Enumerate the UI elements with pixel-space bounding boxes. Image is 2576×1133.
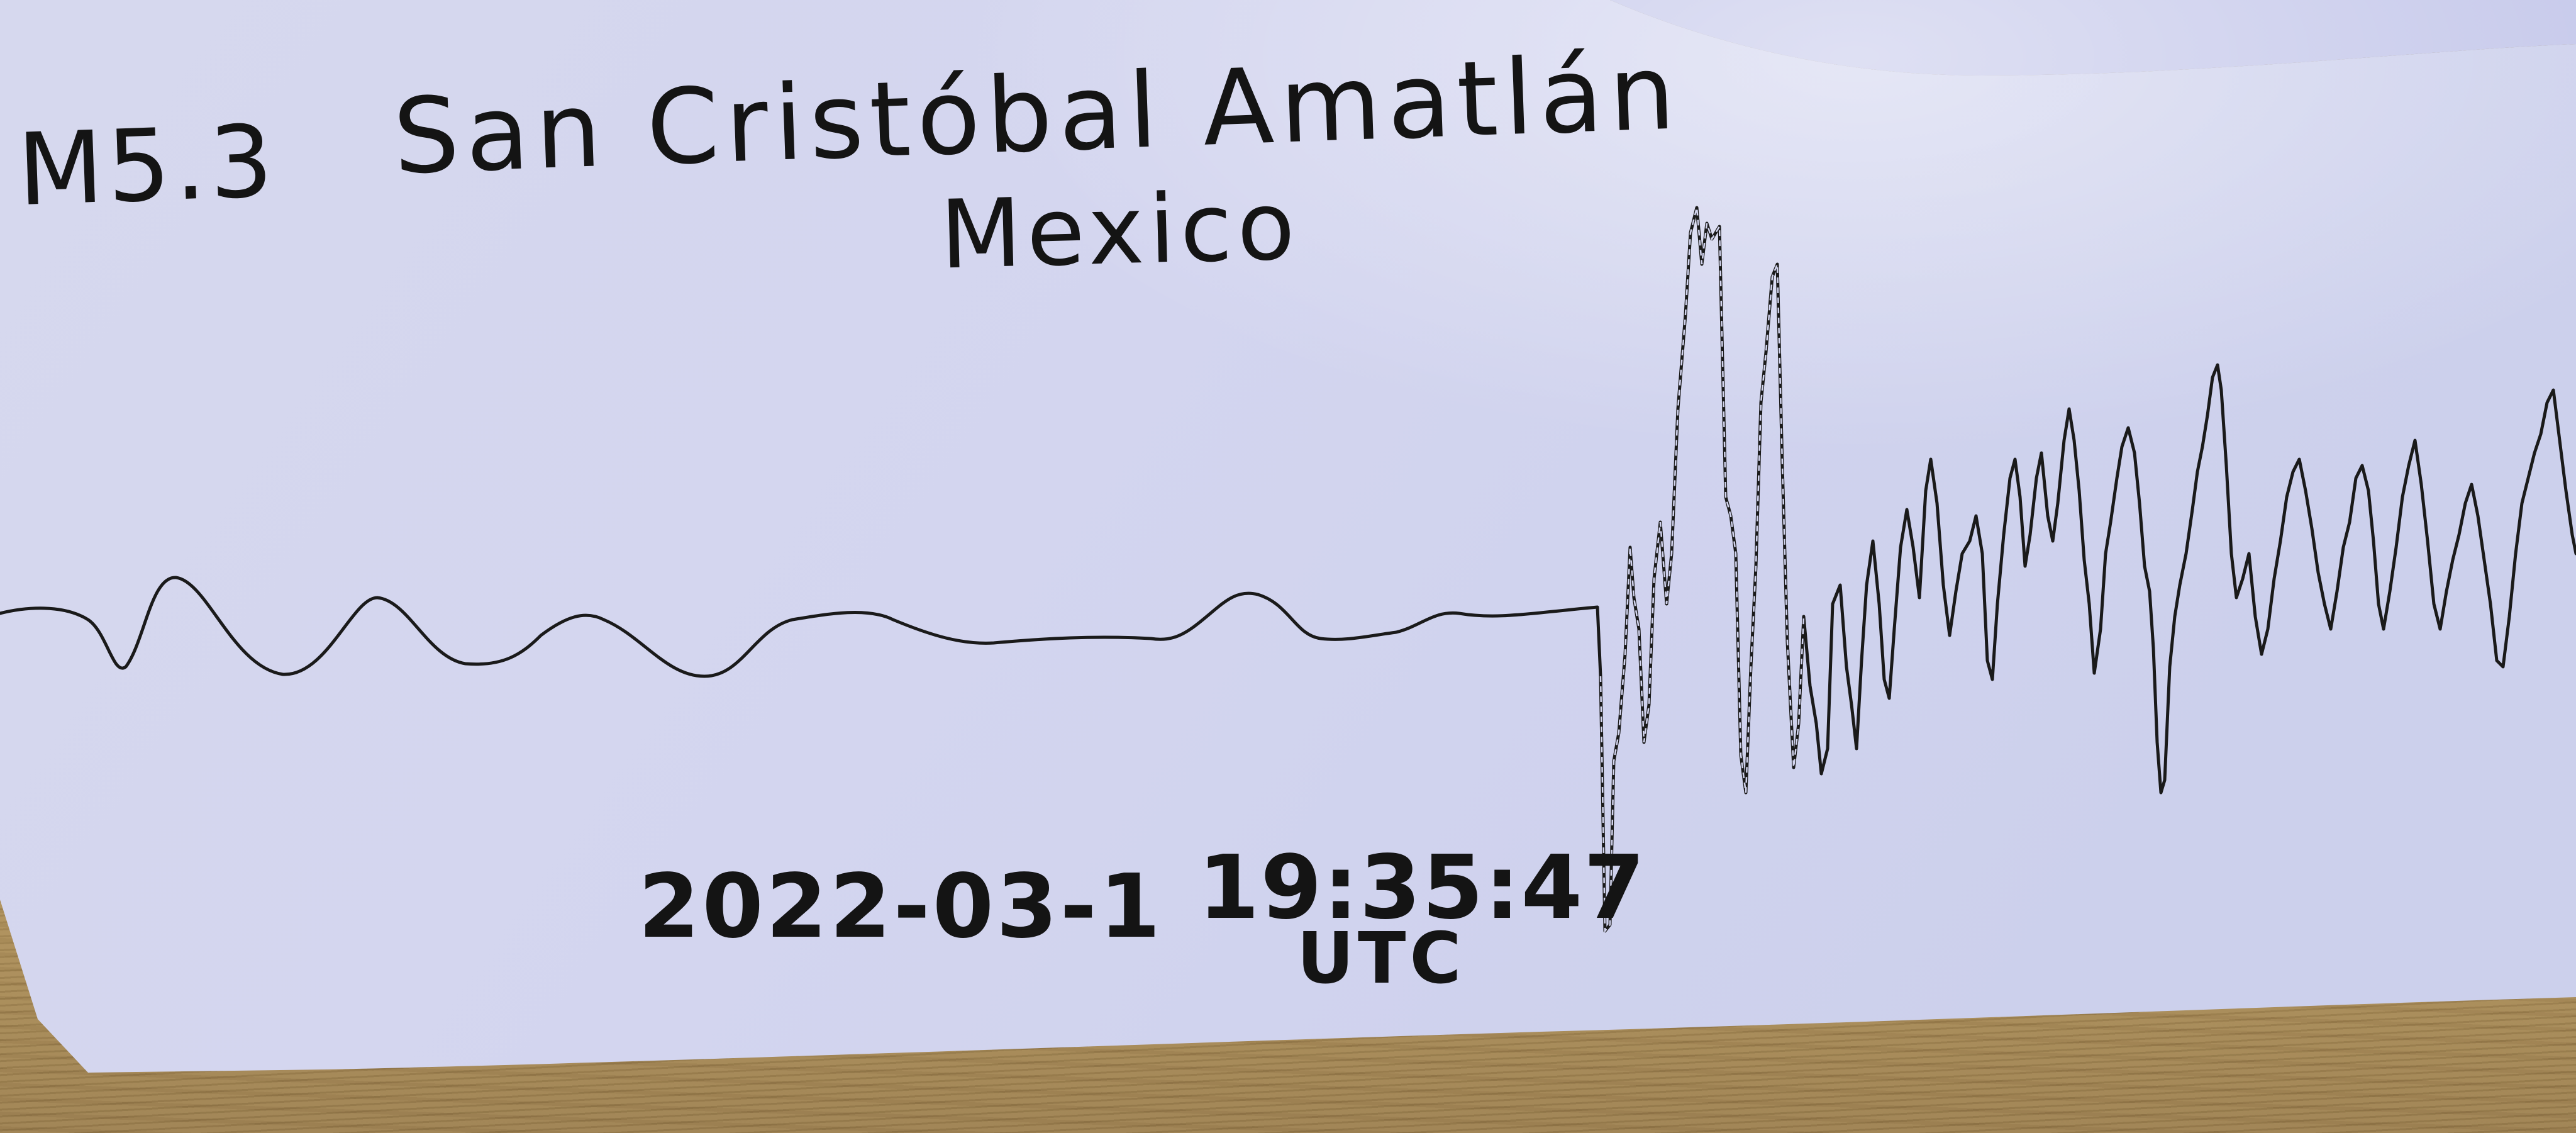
magnitude-label: M5.3: [15, 103, 279, 229]
trace-dot-overlay: [1599, 207, 1805, 934]
timezone-label: UTC: [1297, 918, 1465, 1000]
country-label: Mexico: [938, 171, 1301, 291]
time-label: 19:35:47: [1198, 837, 1646, 939]
seismic-trace: [0, 206, 2576, 933]
date-label: 2022-03-1: [638, 856, 1163, 958]
